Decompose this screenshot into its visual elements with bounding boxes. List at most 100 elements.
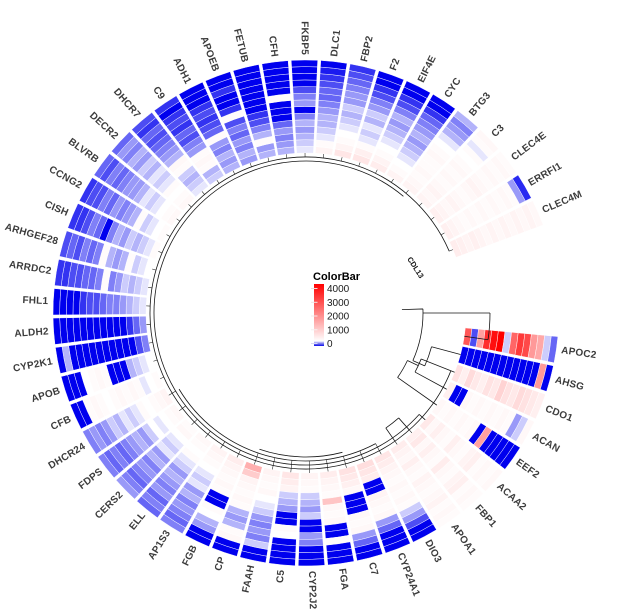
heatmap-cell-CYP2J2-r8 <box>299 518 323 527</box>
heatmap-cell-FKBP5-r5 <box>294 119 316 127</box>
heatmap-cell-EIF4E-r14 <box>403 80 431 99</box>
gene-label-FGA: FGA <box>336 568 350 591</box>
heatmap-cell-FHL1-r9 <box>85 291 95 315</box>
heatmap-cell-APOA1-r14 <box>435 507 462 529</box>
heatmap-cell-CYP2J2-r12 <box>298 545 325 553</box>
heatmap-cell-FKBP5-r1 <box>296 146 314 154</box>
colorbar-tick-label: 0 <box>327 339 333 350</box>
dendrogram <box>146 152 491 473</box>
gene-label-FBP1: FBP1 <box>473 503 499 530</box>
heatmap-cell-FGA-r14 <box>327 554 355 566</box>
colorbar-title: ColorBar <box>313 271 361 283</box>
heatmap-cell-CYP2J2-r11 <box>298 538 324 547</box>
heatmap-cell-CLEC4M-r14 <box>526 200 544 228</box>
gene-label-CYP2J2: CYP2J2 <box>306 571 318 610</box>
heatmap-cell-FKBP5-r2 <box>295 139 315 147</box>
heatmap-cell-FHL1-r5 <box>112 294 121 315</box>
heatmap-cell-CYP24A1-r14 <box>383 537 411 554</box>
heatmap-cell-FAAH-r14 <box>239 550 268 564</box>
gene-label-F2: F2 <box>388 57 403 72</box>
gene-label-ARRDC2: ARRDC2 <box>8 259 52 277</box>
gene-label-FKBP5: FKBP5 <box>299 21 310 55</box>
heatmap-cell-CCNG2-r14 <box>78 177 99 204</box>
heatmap-cell-FHL1-r4 <box>119 294 128 315</box>
heatmap-cell-APOB-r14 <box>60 374 76 403</box>
colorbar-tick-label: 2000 <box>327 312 350 323</box>
heatmap-cell-DIO3-r14 <box>410 523 437 543</box>
heatmap-cell-FHL1-r7 <box>99 292 108 315</box>
gene-label-FDPS: FDPS <box>77 466 106 492</box>
heatmap-cell-CYP2K1-r14 <box>55 346 68 374</box>
heatmap-cell-CYP2J2-r9 <box>299 525 323 534</box>
gene-label-CYP24A1: CYP24A1 <box>395 551 422 598</box>
gene-label-BTG3: BTG3 <box>467 90 493 118</box>
heatmap-cell-CYP2J2-r2 <box>300 478 320 487</box>
gene-label-ACAA2: ACAA2 <box>494 481 528 513</box>
gene-label-ELL: ELL <box>127 510 148 532</box>
colorbar-tick-label: 3000 <box>327 298 350 309</box>
heatmap-cell-ADH1-r14 <box>178 81 206 101</box>
gene-label-CLEC4M: CLEC4M <box>541 189 584 216</box>
gene-label-ARHGEF28: ARHGEF28 <box>4 222 60 248</box>
heatmap-cell-FKBP5-r6 <box>294 112 316 121</box>
center-gene-annotation: CDL13 <box>405 255 425 280</box>
gene-label-BLVRB: BLVRB <box>66 136 101 165</box>
heatmap-cell-FKBP5-r12 <box>291 73 318 81</box>
heatmap-cell-FKBP5-r3 <box>295 132 315 141</box>
heatmap-cell-CYP2J2-r13 <box>298 551 325 560</box>
heatmap-cell-AHSG-r14 <box>539 364 554 392</box>
heatmap-cell-FHL1-r13 <box>59 288 68 316</box>
heatmap-cell-FHL1-r6 <box>105 293 114 315</box>
heatmap-cell-CYC-r14 <box>429 93 456 115</box>
heatmap-cell-AP1S3-r14 <box>159 513 186 535</box>
heatmap-cell-EEF2-r14 <box>499 443 521 470</box>
heatmap-cell-ARHGEF28-r14 <box>59 230 74 259</box>
gene-label-C7: C7 <box>366 561 380 577</box>
heatmap-cell-CYP2J2-r3 <box>300 485 320 494</box>
heatmap-cell-FHL1-r1 <box>139 296 147 315</box>
heatmap-cell-ALDH2-r14 <box>52 317 62 345</box>
heatmap-cell-CISH-r14 <box>67 203 85 231</box>
gene-label-APOB: APOB <box>30 386 62 405</box>
heatmap-cell-CLEC4E-r14 <box>495 150 517 177</box>
gene-label-CLEC4E: CLEC4E <box>510 130 549 163</box>
heatmap-rings <box>52 59 559 567</box>
heatmap-cell-FBP2-r14 <box>348 63 377 77</box>
gene-label-DHCR24: DHCR24 <box>47 441 88 472</box>
gene-label-APOA1: APOA1 <box>448 522 477 558</box>
gene-label-AP1S3: AP1S3 <box>146 528 173 562</box>
colorbar-legend: ColorBar 4000 3000 2000 1000 0 <box>311 271 361 350</box>
gene-label-ACAN: ACAN <box>530 431 561 455</box>
heatmap-cell-ELL-r14 <box>136 495 162 519</box>
heatmap-cell-C7-r14 <box>355 547 383 562</box>
heatmap-cell-ERRFI1-r14 <box>512 174 532 202</box>
heatmap-cell-FHL1-r11 <box>72 290 81 316</box>
heatmap-cell-CYP2J2-r14 <box>298 558 325 567</box>
heatmap-cell-ACAA2-r14 <box>480 467 504 492</box>
heatmap-cell-ACAN-r14 <box>515 418 535 446</box>
gene-label-DIO3: DIO3 <box>422 538 443 565</box>
heatmap-cell-FDPS-r14 <box>97 452 120 479</box>
gene-label-CDO1: CDO1 <box>544 404 575 425</box>
gene-label-EEF2: EEF2 <box>514 457 542 481</box>
gene-label-C9: C9 <box>150 85 167 102</box>
heatmap-cell-CYP2J2-r10 <box>298 531 324 540</box>
heatmap-cell-FKBP5-r7 <box>293 106 316 114</box>
heatmap-cell-CP-r14 <box>211 541 239 557</box>
heatmap-cell-DHCR24-r14 <box>82 428 102 455</box>
gene-label-C3: C3 <box>490 122 507 139</box>
gene-label-CFB: CFB <box>49 414 73 433</box>
gene-label-ERRFI1: ERRFI1 <box>527 161 565 189</box>
gene-label-EIF4E: EIF4E <box>416 54 439 85</box>
heatmap-cell-APOC2-r14 <box>547 335 559 364</box>
heatmap-cell-CYP2J2-r7 <box>299 512 322 520</box>
heatmap-cell-FKBP5-r11 <box>292 79 318 88</box>
gene-label-FHL1: FHL1 <box>22 295 49 307</box>
heatmap-cell-CDO1-r14 <box>529 391 546 420</box>
heatmap-cell-FKBP5-r9 <box>292 92 317 101</box>
heatmap-cell-FKBP5-r14 <box>290 59 318 68</box>
heatmap-cell-CERS2-r14 <box>115 475 140 500</box>
heatmap-cell-FHL1-r10 <box>79 290 88 316</box>
heatmap-cell-DLC1-r14 <box>320 60 348 71</box>
heatmap-cell-BTG3-r14 <box>453 110 479 133</box>
